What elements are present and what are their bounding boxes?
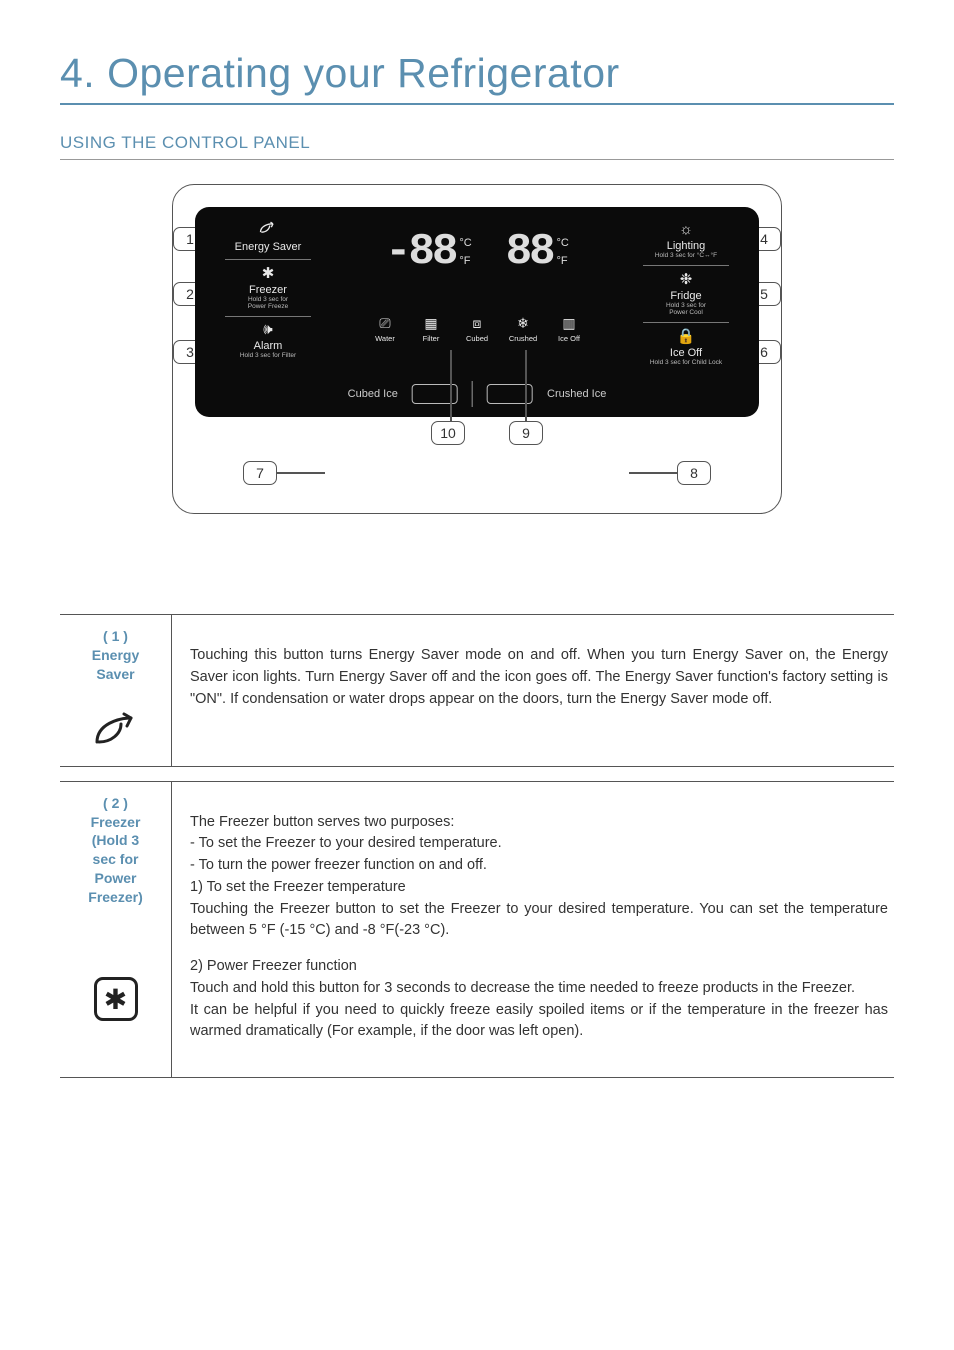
unit-f: °F — [557, 253, 569, 271]
desc-p1-title: 1) To set the Freezer temperature — [190, 879, 406, 895]
fridge-sublabel: Hold 3 sec for Power Cool — [631, 302, 741, 316]
callout-num: 10 — [431, 421, 465, 445]
mode-filter: ▦ Filter — [415, 315, 447, 343]
desc-p1-body: Touching the Freezer button to set the F… — [190, 901, 888, 939]
mode-label: Crushed — [509, 334, 537, 343]
alarm-icon: 🕪 — [213, 321, 323, 338]
mode-iceoff: ▥ Ice Off — [553, 315, 585, 343]
fridge-label: Fridge — [631, 290, 741, 302]
control-panel-figure: 1 2 3 4 5 6 — [60, 184, 894, 514]
iceoff-label: Ice Off — [631, 347, 741, 359]
lighting-sublabel: Hold 3 sec for °C↔°F — [631, 252, 741, 259]
desc-num-1: ( 1 ) — [66, 627, 165, 646]
crushed-ice-label: Crushed Ice — [547, 388, 606, 400]
control-panel-display: Energy Saver ✱ Freezer Hold 3 sec for Po… — [195, 207, 759, 417]
energy-saver-icon — [213, 221, 323, 239]
mode-label: Water — [375, 334, 395, 343]
lock-icon: 🔒 — [631, 327, 741, 345]
freezer-temp-digits: -88 — [385, 233, 455, 273]
desc-num-2: ( 2 ) — [66, 794, 165, 813]
desc-p2-title: 2) Power Freezer function — [190, 958, 357, 974]
lighting-icon: ☼ — [631, 221, 741, 238]
mode-cubed: ⧈ Cubed — [461, 315, 493, 343]
desc-energy-saver: ( 1 ) Energy Saver Touching this button … — [60, 614, 894, 767]
fridge-temp-digits: 88 — [506, 233, 553, 273]
temperature-display: -88 °C °F 88 °C °F — [385, 233, 569, 273]
crushed-icon: ❄ — [507, 315, 539, 332]
callout-num: 7 — [243, 461, 277, 485]
unit-c: °C — [459, 235, 471, 253]
mode-crushed: ❄ Crushed — [507, 315, 539, 343]
panel-right-column: ☼ Lighting Hold 3 sec for °C↔°F ❉ Fridge… — [631, 221, 741, 373]
energy-saver-large-icon — [66, 712, 165, 758]
desc-body-1: Touching this button turns Energy Saver … — [190, 645, 888, 710]
callout-10: 10 — [431, 421, 465, 445]
desc-title-1: Energy Saver — [66, 646, 165, 684]
callout-8: 8 — [629, 461, 711, 485]
callout-num: 9 — [509, 421, 543, 445]
filter-icon: ▦ — [415, 315, 447, 332]
callout-num: 8 — [677, 461, 711, 485]
freezer-sublabel: Hold 3 sec for Power Freeze — [213, 296, 323, 310]
leader-line-10 — [450, 350, 452, 422]
section-title: USING THE CONTROL PANEL — [60, 133, 894, 160]
cubed-icon: ⧈ — [461, 315, 493, 332]
mode-label: Cubed — [466, 334, 488, 343]
freezer-label: Freezer — [213, 284, 323, 296]
desc-freezer: ( 2 ) Freezer (Hold 3 sec for Power Free… — [60, 781, 894, 1079]
mode-water: ⎚ Water — [369, 315, 401, 343]
iceoff-icon: ▥ — [553, 315, 585, 332]
panel-left-column: Energy Saver ✱ Freezer Hold 3 sec for Po… — [213, 221, 323, 365]
desc-title-2: Freezer (Hold 3 sec for Power Freezer) — [66, 813, 165, 907]
freezer-icon: ✱ — [213, 264, 323, 282]
chapter-title: 4. Operating your Refrigerator — [60, 50, 894, 105]
desc-bullet-2: - To turn the power freezer function on … — [190, 857, 487, 873]
iceoff-sublabel: Hold 3 sec for Child Lock — [631, 359, 741, 366]
water-icon: ⎚ — [369, 315, 401, 332]
dispenser-row: Cubed Ice Crushed Ice — [348, 381, 607, 407]
desc-intro-2: The Freezer button serves two purposes: — [190, 814, 454, 830]
unit-f: °F — [459, 253, 471, 271]
alarm-label: Alarm — [213, 340, 323, 352]
energy-saver-label: Energy Saver — [213, 241, 323, 253]
lighting-label: Lighting — [631, 240, 741, 252]
desc-bullet-1: - To set the Freezer to your desired tem… — [190, 835, 502, 851]
alarm-sublabel: Hold 3 sec for Filter — [213, 352, 323, 359]
mode-label: Ice Off — [558, 334, 580, 343]
mode-icons-row: ⎚ Water ▦ Filter ⧈ Cubed ❄ Crushed ▥ I — [369, 315, 585, 343]
leader-line-9 — [525, 350, 527, 422]
cubed-ice-label: Cubed Ice — [348, 388, 398, 400]
freezer-large-icon: ✱ — [66, 977, 165, 1021]
desc-p2-body: Touch and hold this button for 3 seconds… — [190, 980, 888, 1040]
fridge-icon: ❉ — [631, 270, 741, 288]
callout-9: 9 — [509, 421, 543, 445]
unit-c: °C — [557, 235, 569, 253]
mode-label: Filter — [423, 334, 440, 343]
divider — [472, 381, 473, 407]
callout-7: 7 — [243, 461, 325, 485]
